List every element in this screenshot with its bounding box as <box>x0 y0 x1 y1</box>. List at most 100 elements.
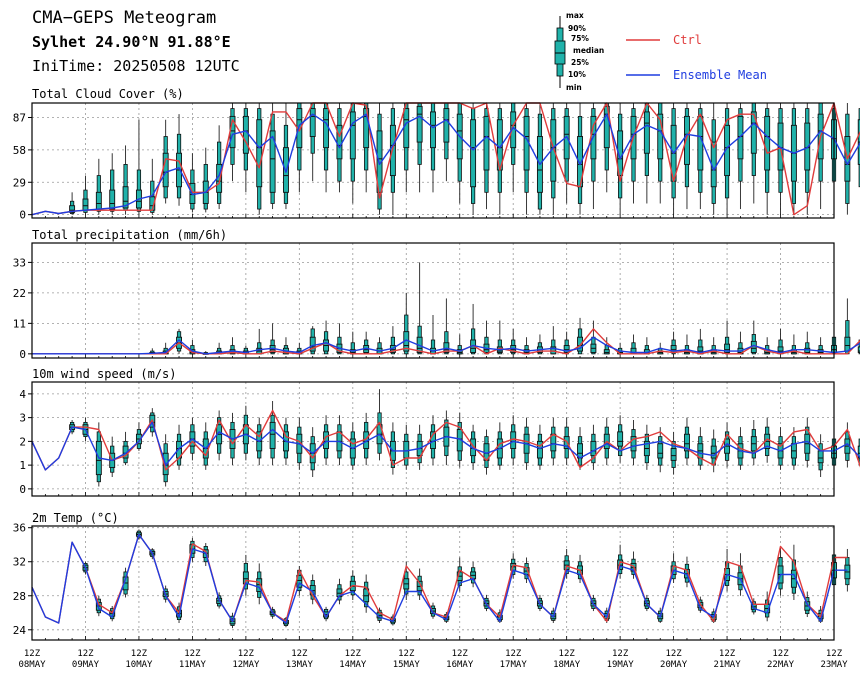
box-plot <box>430 315 436 355</box>
box-plot <box>817 102 824 210</box>
box-inner <box>403 440 410 459</box>
box-inner <box>82 198 89 211</box>
box-plot <box>82 175 89 215</box>
box-plot <box>737 103 744 210</box>
box-plot <box>563 548 570 579</box>
box-plot <box>550 103 557 215</box>
box-plot <box>643 102 650 204</box>
legend-box-label: min <box>566 83 582 92</box>
x-tick-label-hour: 12Z <box>452 649 469 659</box>
box-inner <box>242 115 249 154</box>
box-plot <box>764 103 771 215</box>
box-inner <box>95 191 102 210</box>
panel-title-wind-speed: 10m wind speed (m/s) <box>32 367 177 381</box>
legend-box-label: 25% <box>571 58 589 67</box>
box-plot <box>363 574 370 613</box>
box-plot <box>563 103 570 204</box>
box-plot <box>750 320 757 355</box>
x-tick-label-hour: 12Z <box>505 649 522 659</box>
x-tick-label-hour: 12Z <box>184 649 201 659</box>
box-plot <box>389 103 396 215</box>
box-plot <box>242 405 249 461</box>
box-plot <box>189 153 196 213</box>
box-plot <box>430 102 436 193</box>
box-plot <box>336 578 343 605</box>
y-tick-label: 22 <box>13 287 26 300</box>
panel-title-cloud-cover: Total Cloud Cover (%) <box>32 87 184 101</box>
y-tick-label: 0 <box>19 483 26 496</box>
box-plot <box>724 103 731 215</box>
x-tick-label-hour: 12Z <box>24 649 41 659</box>
box-plot <box>697 427 704 470</box>
x-tick-label-date: 23MAY <box>820 660 848 670</box>
box-inner <box>590 440 597 457</box>
box-plot <box>283 103 289 210</box>
box-plot <box>550 417 557 466</box>
box-plot <box>790 427 797 470</box>
box-inner <box>563 345 570 353</box>
box-inner <box>804 122 811 171</box>
box-inner <box>657 113 664 160</box>
series-ensemble-mean-line <box>31 113 860 216</box>
box-plot <box>750 420 757 466</box>
box-plot <box>630 103 637 204</box>
x-tick-label-date: 10MAY <box>125 660 153 670</box>
y-tick-label: 0 <box>19 209 26 222</box>
box-plot <box>670 103 677 215</box>
box-inner <box>109 189 116 210</box>
box-plot <box>550 326 557 355</box>
legend-box-label: median <box>573 46 604 55</box>
x-tick-label-hour: 12Z <box>345 649 362 659</box>
box-plot <box>817 434 824 477</box>
box-inner <box>389 124 396 177</box>
x-tick-label-hour: 12Z <box>559 649 576 659</box>
box-plot <box>777 328 784 355</box>
box-inner <box>857 445 860 459</box>
box-plot <box>443 102 450 182</box>
box-inner <box>670 448 677 461</box>
box-inner <box>269 421 276 449</box>
box-inner <box>643 111 650 154</box>
x-tick-label-hour: 12Z <box>291 649 308 659</box>
panel-frame <box>31 381 835 497</box>
box-inner <box>256 119 263 188</box>
box-plot <box>777 427 784 470</box>
box-plot <box>216 410 223 461</box>
x-tick-label-date: 22MAY <box>767 660 795 670</box>
box-inner <box>657 443 664 459</box>
x-tick-label-date: 20MAY <box>660 660 688 670</box>
box-plot <box>710 429 717 473</box>
legend-box-label: 90% <box>568 24 586 33</box>
box-plot <box>523 103 530 215</box>
legend-line-label: Ctrl <box>673 33 702 47</box>
x-tick-label-date: 11MAY <box>179 660 207 670</box>
box-inner <box>323 108 330 149</box>
box-inner <box>630 436 637 452</box>
x-tick-label-date: 18MAY <box>553 660 581 670</box>
box-plot <box>590 103 597 210</box>
y-tick-label: 4 <box>19 388 26 401</box>
y-tick-label: 58 <box>13 144 26 157</box>
box-plot <box>483 103 490 210</box>
box-plot <box>403 424 410 470</box>
box-plot <box>470 561 477 588</box>
box-plot <box>790 544 797 601</box>
box-plot <box>323 102 330 193</box>
box-plot <box>630 334 637 355</box>
x-tick-label-date: 12MAY <box>232 660 260 670</box>
box-inner <box>536 440 543 459</box>
x-tick-label-hour: 12Z <box>665 649 682 659</box>
x-tick-label-hour: 12Z <box>238 649 255 659</box>
box-plot <box>95 158 102 215</box>
box-inner <box>684 115 690 165</box>
box-plot <box>363 331 370 355</box>
x-tick-label-date: 13MAY <box>286 660 314 670</box>
box-plot <box>389 326 396 355</box>
panel-3: 24 28 32 36 <box>13 522 851 641</box>
box-plot <box>737 553 744 596</box>
y-tick-label: 2 <box>19 435 26 448</box>
box-plot <box>577 103 583 215</box>
box-plot <box>269 103 276 210</box>
box-inner <box>69 205 76 213</box>
